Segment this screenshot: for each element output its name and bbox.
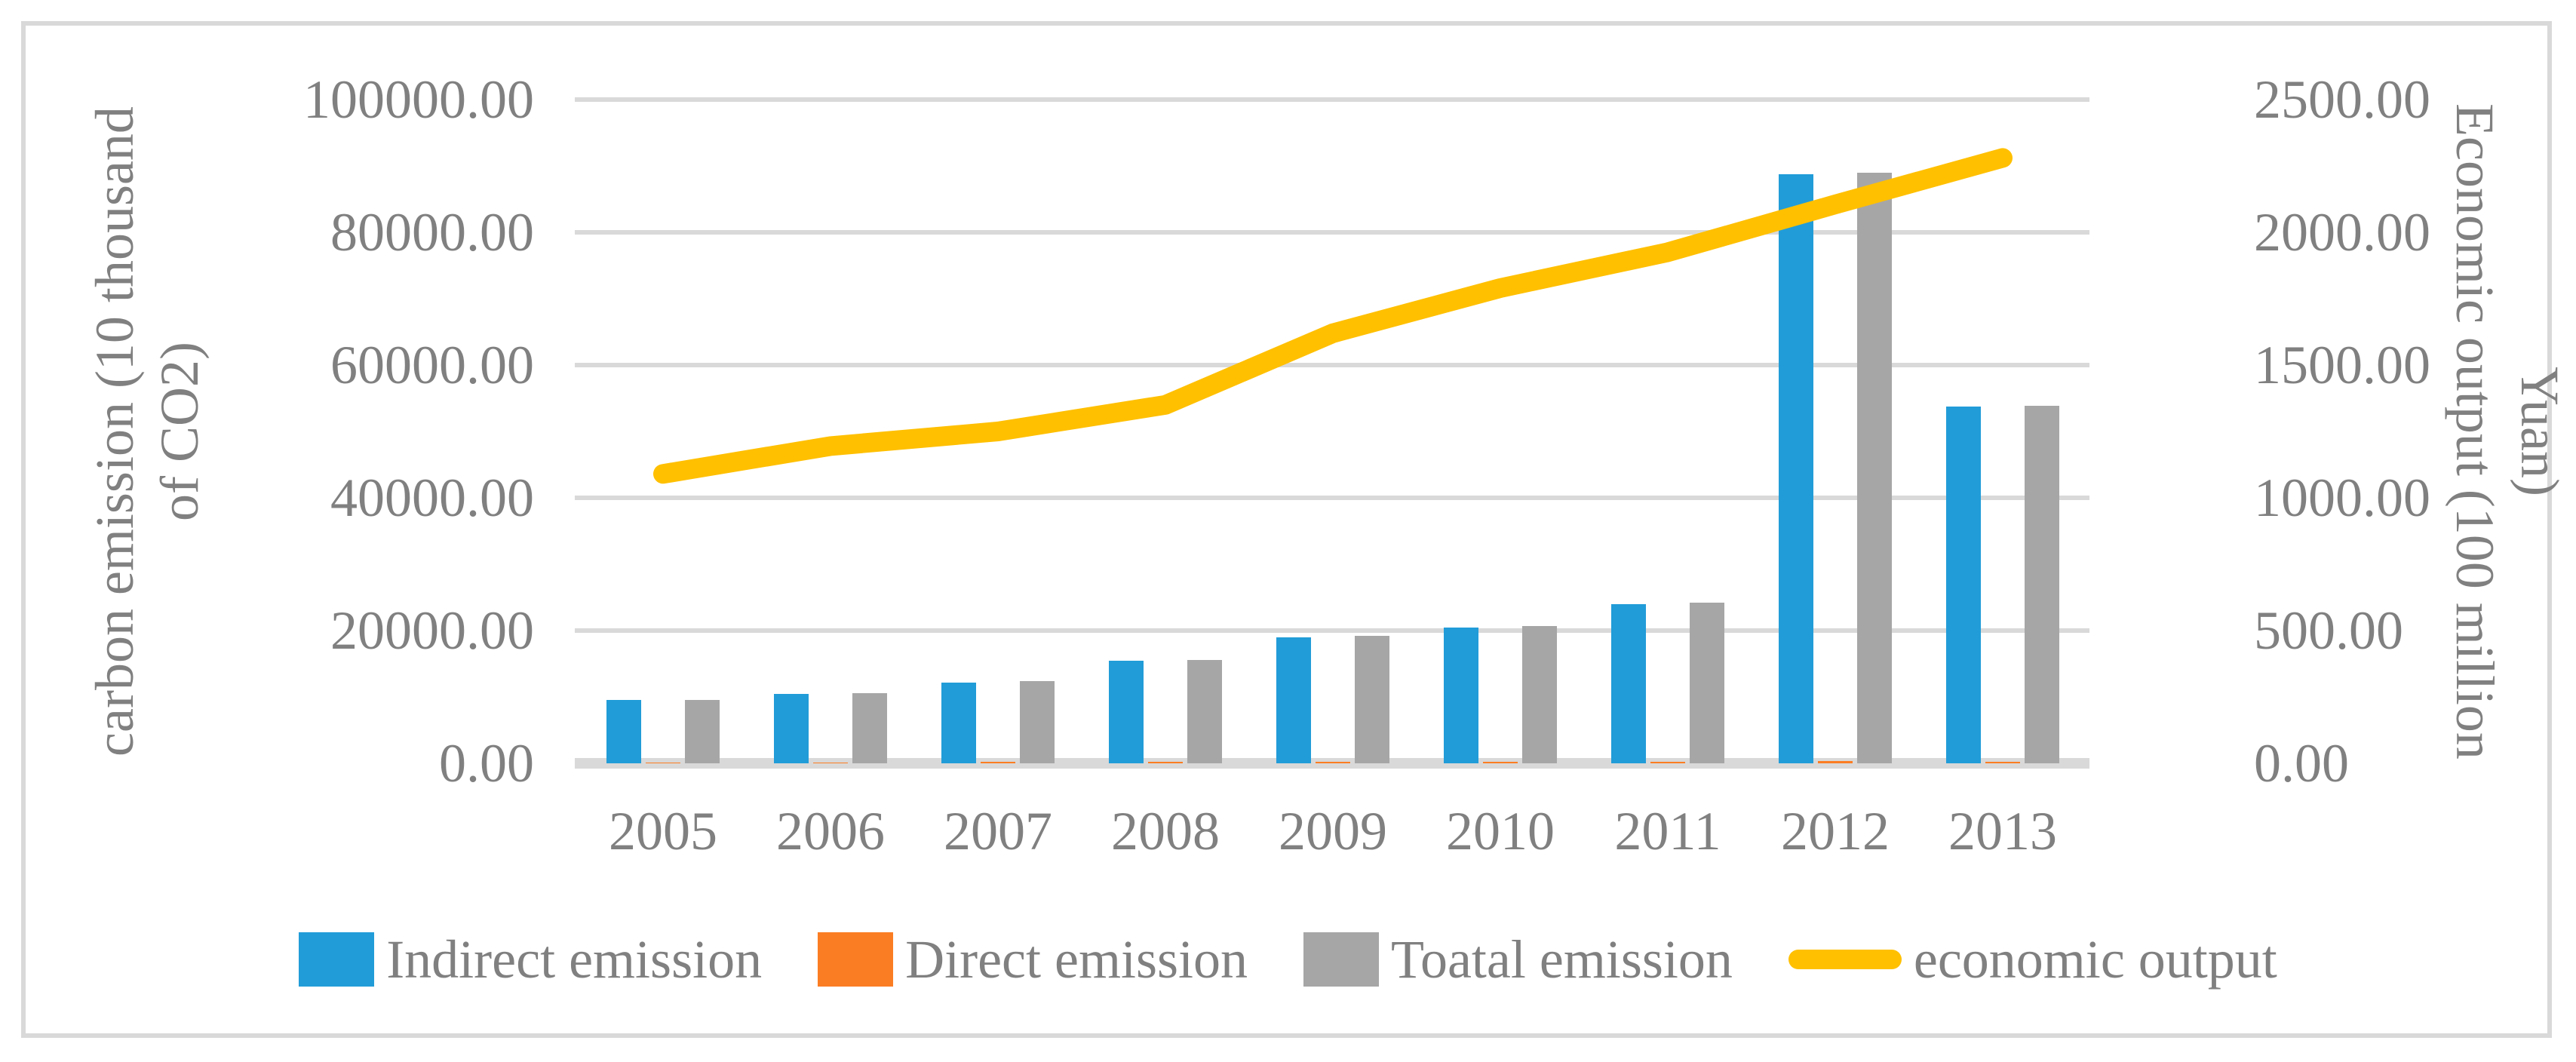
bar-toatal-emission-2012 <box>1857 172 1892 763</box>
bar-direct-emission-2008 <box>1148 762 1183 763</box>
legend-item-economic-output: economic output <box>1788 929 2277 990</box>
right-axis-tick-500.00: 500.00 <box>2254 600 2403 661</box>
legend-item-toatal-emission: Toatal emission <box>1303 929 1733 990</box>
bar-toatal-emission-2006 <box>852 692 887 763</box>
legend-swatch-toatal-emission <box>1303 932 1379 987</box>
left-axis-tick-100000.00: 100000.00 <box>303 69 534 130</box>
bar-indirect-emission-2012 <box>1779 174 1813 763</box>
right-axis-tick-2000.00: 2000.00 <box>2254 202 2430 262</box>
legend-item-indirect-emission: Indirect emission <box>299 929 762 990</box>
bar-toatal-emission-2008 <box>1187 659 1222 763</box>
gridline-40000 <box>575 496 2089 500</box>
legend-swatch-direct-emission <box>818 932 894 987</box>
bar-indirect-emission-2005 <box>606 700 641 763</box>
legend-label-indirect-emission: Indirect emission <box>386 929 763 990</box>
bar-direct-emission-2007 <box>981 762 1015 763</box>
x-axis-label-2008: 2008 <box>1111 801 1220 861</box>
legend-swatch-indirect-emission <box>299 932 375 987</box>
bar-indirect-emission-2008 <box>1109 661 1144 763</box>
x-axis-label-2006: 2006 <box>776 801 885 861</box>
right-axis-tick-2500.00: 2500.00 <box>2254 69 2430 130</box>
bar-direct-emission-2012 <box>1818 761 1853 763</box>
left-axis-tick-40000.00: 40000.00 <box>330 468 534 528</box>
bar-indirect-emission-2009 <box>1276 637 1311 763</box>
bar-toatal-emission-2009 <box>1355 636 1389 763</box>
right-axis-title: Economic output (100 million Yuan) <box>2445 103 2570 760</box>
bar-toatal-emission-2005 <box>685 699 720 763</box>
left-axis-tick-0.00: 0.00 <box>439 733 534 793</box>
bar-toatal-emission-2011 <box>1690 603 1724 763</box>
right-axis-tick-1500.00: 1500.00 <box>2254 335 2430 395</box>
legend-swatch-economic-output <box>1788 950 1902 969</box>
bar-indirect-emission-2010 <box>1444 627 1478 763</box>
bar-indirect-emission-2006 <box>774 693 809 763</box>
x-axis-label-2012: 2012 <box>1781 801 1890 861</box>
left-axis-tick-60000.00: 60000.00 <box>330 335 534 395</box>
bar-toatal-emission-2007 <box>1020 680 1055 763</box>
right-axis-tick-1000.00: 1000.00 <box>2254 468 2430 528</box>
legend-label-economic-output: economic output <box>1913 929 2277 990</box>
bar-toatal-emission-2010 <box>1522 625 1557 763</box>
left-axis-tick-20000.00: 20000.00 <box>330 600 534 661</box>
left-axis-title: carbon emission (10 thousand of CO2) <box>84 106 210 757</box>
legend-item-direct-emission: Direct emission <box>818 929 1248 990</box>
bar-indirect-emission-2011 <box>1611 603 1646 763</box>
bar-direct-emission-2010 <box>1483 762 1518 763</box>
x-axis-label-2007: 2007 <box>944 801 1052 861</box>
gridline-20000 <box>575 628 2089 633</box>
x-axis-label-2010: 2010 <box>1446 801 1555 861</box>
left-axis-tick-80000.00: 80000.00 <box>330 202 534 262</box>
legend-label-direct-emission: Direct emission <box>905 929 1248 990</box>
x-axis-label-2009: 2009 <box>1279 801 1387 861</box>
right-axis-tick-0.00: 0.00 <box>2254 733 2349 793</box>
x-axis-label-2005: 2005 <box>609 801 717 861</box>
bar-direct-emission-2011 <box>1650 762 1685 763</box>
figure-border <box>21 21 2552 1038</box>
bar-direct-emission-2013 <box>1985 762 2020 763</box>
x-axis-label-2011: 2011 <box>1614 801 1721 861</box>
bar-indirect-emission-2013 <box>1946 407 1981 763</box>
bar-toatal-emission-2013 <box>2025 405 2059 763</box>
gridline-100000 <box>575 97 2089 102</box>
x-axis-label-2013: 2013 <box>1948 801 2057 861</box>
bar-direct-emission-2009 <box>1316 762 1350 763</box>
legend-label-toatal-emission: Toatal emission <box>1391 929 1733 990</box>
bar-indirect-emission-2007 <box>941 682 976 763</box>
legend: Indirect emission Direct emission Toatal e… <box>0 929 2576 990</box>
